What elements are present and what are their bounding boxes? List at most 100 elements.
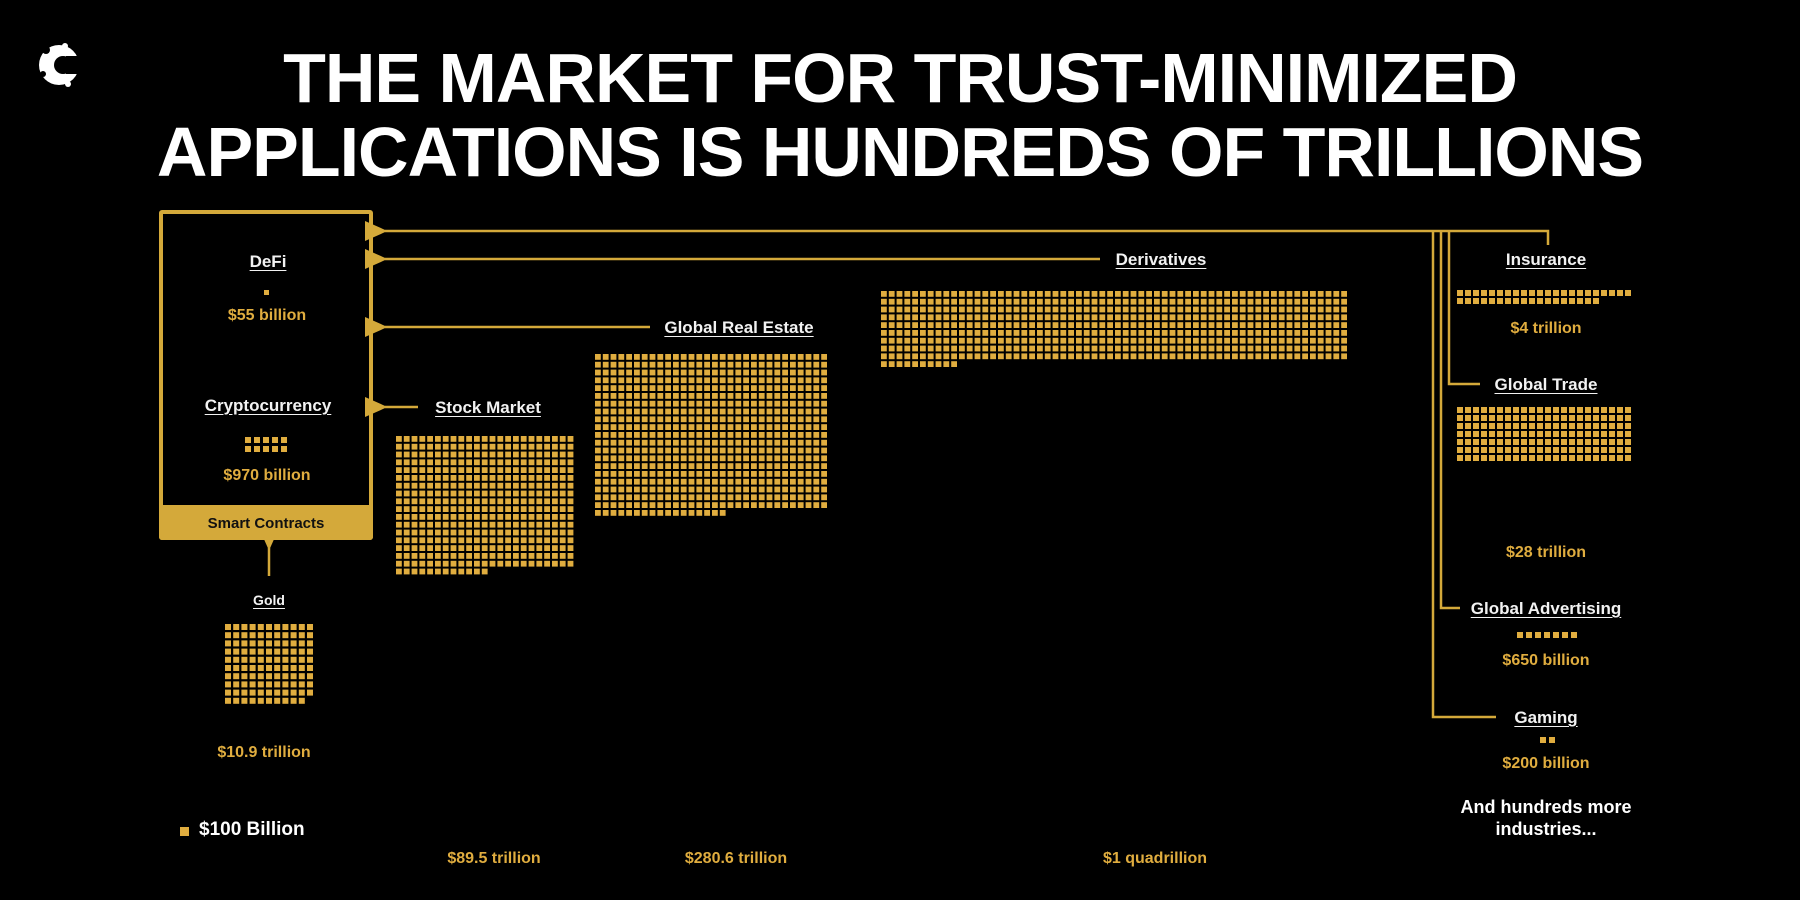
unit-square [610, 424, 617, 430]
unit-square [233, 689, 240, 696]
unit-square [904, 291, 911, 297]
unit-square [649, 408, 656, 415]
unit-square [1585, 298, 1591, 304]
unit-square [1052, 314, 1059, 321]
unit-square [821, 416, 827, 423]
unit-square [1107, 322, 1113, 328]
unit-square [1247, 345, 1254, 352]
unit-square [435, 568, 441, 575]
unit-square [442, 443, 449, 450]
unit-square [888, 345, 895, 352]
unit-square [281, 437, 287, 443]
unit-square [641, 408, 648, 415]
unit-square [1457, 415, 1463, 421]
unit-square [1263, 337, 1269, 344]
unit-square [249, 648, 256, 655]
unit-square [411, 514, 418, 520]
unit-square [1625, 431, 1631, 437]
unit-square [649, 416, 656, 423]
unit-square [727, 439, 734, 446]
unit-square [673, 478, 679, 485]
unit-square [774, 408, 781, 415]
unit-square [719, 361, 726, 368]
unit-square [1457, 455, 1463, 461]
unit-square [1255, 330, 1262, 336]
unit-square [403, 506, 410, 512]
unit-square [1569, 439, 1575, 445]
unit-square [1561, 298, 1567, 304]
unit-square [641, 416, 648, 423]
unit-square [751, 369, 757, 376]
unit-square [1521, 298, 1527, 304]
unit-square [935, 291, 942, 297]
unit-square [1513, 439, 1519, 445]
unit-square [927, 322, 934, 328]
unit-square [1271, 345, 1277, 352]
unit-square [813, 447, 820, 454]
unit-square [904, 337, 911, 344]
unit-square [805, 393, 812, 399]
unit-square [450, 568, 457, 575]
unit-square [990, 353, 996, 360]
unit-square [1099, 330, 1106, 336]
unit-square [233, 648, 240, 655]
unit-square [602, 408, 609, 415]
unit-square [990, 314, 996, 321]
unit-square [1325, 314, 1332, 321]
unit-square [528, 443, 535, 450]
unit-square [719, 463, 726, 469]
unit-square [649, 424, 656, 430]
unit-square [1005, 314, 1012, 321]
unit-square [618, 408, 625, 415]
unit-square [1021, 345, 1028, 352]
unit-square [1099, 322, 1106, 328]
unit-square [1232, 353, 1238, 360]
unit-square [1208, 322, 1215, 328]
unit-square [888, 322, 895, 328]
unit-square [610, 361, 617, 368]
unit-square [618, 439, 625, 446]
unit-square [1060, 322, 1067, 328]
unit-square [1341, 291, 1347, 297]
unit-square [489, 436, 496, 442]
unit-square [536, 545, 543, 551]
unit-square [1521, 431, 1527, 437]
unit-square [1130, 298, 1137, 305]
unit-square [1185, 306, 1191, 313]
unit-square [474, 436, 480, 442]
unit-square [1513, 298, 1519, 304]
unit-square [626, 432, 632, 438]
unit-square [1294, 337, 1301, 344]
unit-square [1076, 322, 1082, 328]
unit-square [727, 393, 734, 399]
unit-square [927, 353, 934, 360]
unit-square [290, 681, 297, 688]
unit-square [559, 482, 566, 489]
unit-square [1037, 306, 1043, 313]
unit-square [435, 436, 441, 442]
unit-square [751, 432, 757, 438]
unit-square [552, 436, 558, 442]
unit-square [595, 502, 601, 508]
unit-square [1130, 353, 1137, 360]
unit-square [552, 490, 558, 497]
unit-square [1553, 447, 1559, 453]
unit-square [396, 451, 402, 458]
unit-square [712, 361, 718, 368]
unit-square [998, 298, 1004, 305]
unit-square [1513, 407, 1519, 413]
unit-square [751, 439, 757, 446]
unit-square [396, 545, 402, 551]
unit-square [528, 514, 535, 520]
unit-square [665, 393, 671, 399]
unit-square [442, 436, 449, 442]
unit-square [790, 439, 796, 446]
unit-square [813, 455, 820, 462]
unit-square [442, 529, 449, 536]
unit-square [1115, 322, 1121, 328]
unit-square [1263, 306, 1269, 313]
unit-square [1505, 290, 1511, 296]
unit-square [466, 529, 472, 536]
unit-square [797, 447, 804, 454]
